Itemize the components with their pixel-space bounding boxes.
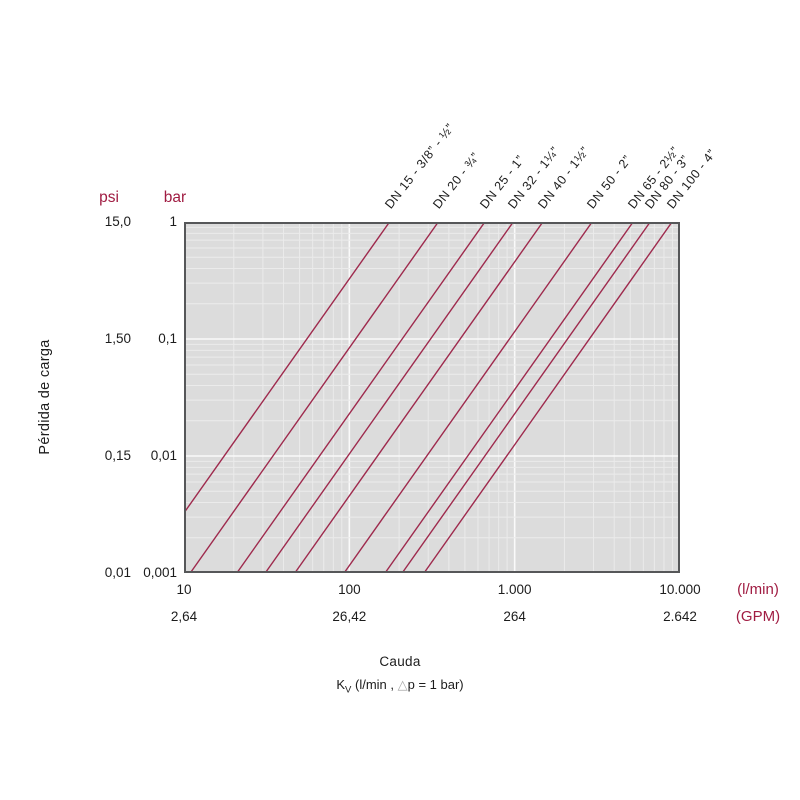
series-line — [264, 222, 514, 573]
y-tick-bar: 0,001 — [143, 565, 177, 580]
kv-formula: KV (l/min , △p = 1 bar) — [250, 677, 550, 696]
series-line — [384, 222, 634, 573]
kv-formula-post: p = 1 bar) — [407, 677, 464, 692]
x-tick-lmin: 10.000 — [659, 582, 701, 597]
y-tick-psi: 1,50 — [104, 331, 131, 346]
grid — [184, 222, 680, 573]
series-label: DN 20 - ¾” — [430, 149, 483, 212]
series-line — [423, 222, 673, 573]
series-line — [343, 222, 593, 573]
x-tick-lmin: 10 — [176, 582, 192, 597]
y-unit-psi-label: psi — [99, 189, 119, 206]
x-axis-title: Cauda — [379, 654, 421, 669]
x-unit-lmin-label: (l/min) — [737, 581, 779, 598]
x-tick-lmin: 1.000 — [497, 582, 532, 597]
series-line — [189, 222, 439, 573]
series-lines — [184, 222, 673, 573]
y-unit-bar-label: bar — [163, 189, 187, 206]
y-tick-bar: 0,01 — [150, 448, 177, 463]
kv-symbol: K — [336, 677, 346, 692]
series-line — [236, 222, 486, 573]
series-line — [294, 222, 544, 573]
plot-border — [184, 222, 680, 573]
plot-area — [184, 222, 680, 573]
y-axis-title: Pérdida de carga — [37, 339, 53, 455]
kv-formula-pre: (l/min , — [355, 677, 394, 692]
kv-subscript: V — [345, 684, 352, 696]
y-tick-psi: 0,15 — [104, 448, 131, 463]
y-tick-bar: 0,1 — [158, 331, 177, 346]
x-tick-gpm: 26,42 — [332, 609, 367, 624]
x-tick-gpm: 2,64 — [170, 609, 198, 624]
y-tick-psi: 0,01 — [104, 565, 131, 580]
series-line — [184, 222, 391, 515]
delta-icon: △ — [397, 677, 408, 692]
plot-background — [184, 222, 680, 573]
x-unit-gpm-label: (GPM) — [735, 608, 781, 625]
x-tick-lmin: 100 — [338, 582, 361, 597]
x-tick-gpm: 264 — [503, 609, 526, 624]
y-tick-bar: 1 — [169, 214, 177, 229]
x-tick-gpm: 2.642 — [663, 609, 697, 624]
series-line — [401, 222, 651, 573]
y-tick-psi: 15,0 — [104, 214, 131, 229]
